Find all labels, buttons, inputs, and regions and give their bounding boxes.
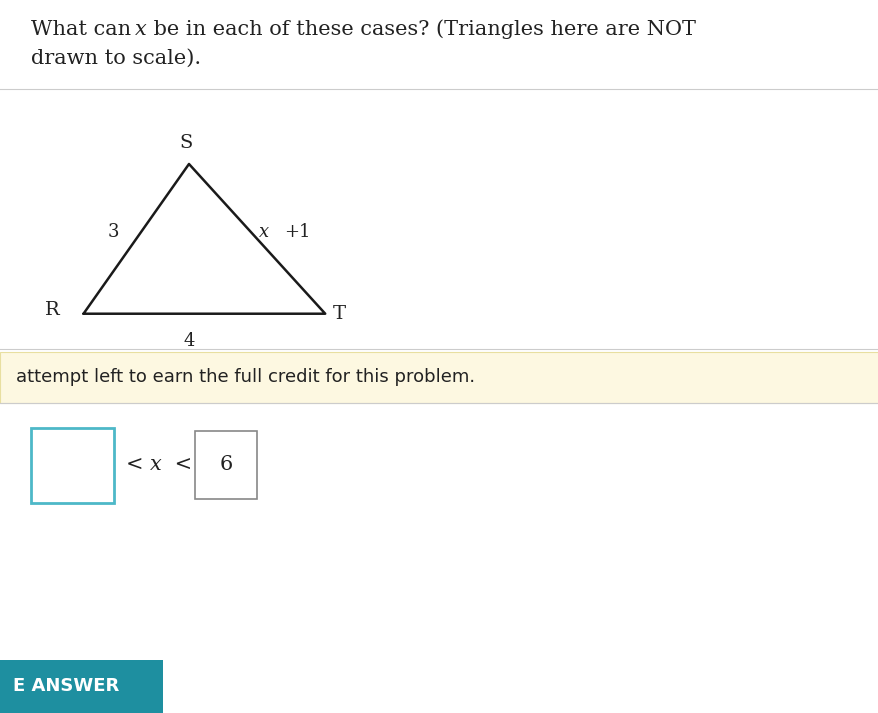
Text: 6: 6: [219, 456, 233, 474]
FancyBboxPatch shape: [0, 352, 878, 403]
Text: S: S: [179, 134, 193, 152]
FancyBboxPatch shape: [195, 431, 256, 499]
Text: E ANSWER: E ANSWER: [13, 677, 119, 695]
Text: T: T: [332, 304, 345, 323]
Text: <: <: [126, 456, 149, 474]
Text: x: x: [150, 456, 162, 474]
Text: x: x: [259, 222, 270, 241]
Text: R: R: [45, 301, 60, 319]
Text: attempt left to earn the full credit for this problem.: attempt left to earn the full credit for…: [16, 368, 474, 386]
FancyBboxPatch shape: [0, 660, 162, 713]
Text: x: x: [134, 20, 146, 39]
Text: 3: 3: [107, 222, 119, 241]
Text: <: <: [168, 456, 191, 474]
FancyBboxPatch shape: [31, 428, 114, 503]
Text: +1: +1: [284, 222, 310, 241]
Text: 4: 4: [184, 332, 194, 349]
Text: be in each of these cases? (Triangles here are NOT: be in each of these cases? (Triangles he…: [147, 19, 695, 39]
Text: What can: What can: [31, 20, 137, 39]
Text: drawn to scale).: drawn to scale).: [31, 48, 201, 68]
